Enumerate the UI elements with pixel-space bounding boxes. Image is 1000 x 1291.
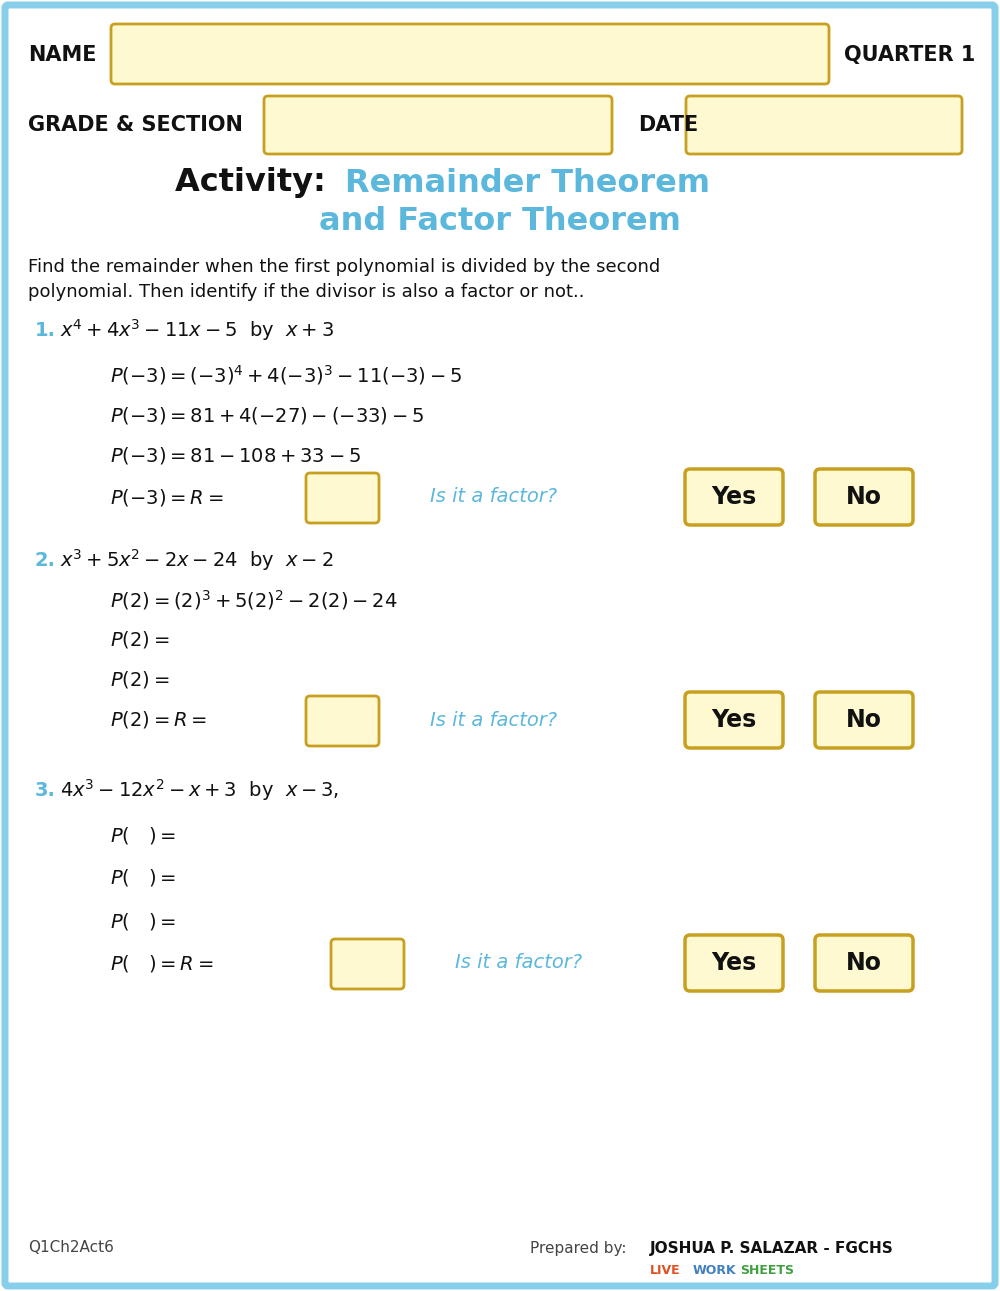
Text: No: No <box>846 951 882 975</box>
Text: Is it a factor?: Is it a factor? <box>455 954 582 972</box>
FancyBboxPatch shape <box>111 25 829 84</box>
Text: $4x^3 - 12x^2 - x + 3$  by  $x - 3,$: $4x^3 - 12x^2 - x + 3$ by $x - 3,$ <box>60 777 339 803</box>
Text: Is it a factor?: Is it a factor? <box>430 488 557 506</box>
FancyBboxPatch shape <box>306 473 379 523</box>
FancyBboxPatch shape <box>686 96 962 154</box>
Text: Activity:: Activity: <box>175 168 337 199</box>
FancyBboxPatch shape <box>5 5 995 1286</box>
Text: $P(2) = R =$: $P(2) = R =$ <box>110 710 207 731</box>
Text: 2.: 2. <box>35 550 56 569</box>
Text: $P(\quad) =$: $P(\quad) =$ <box>110 868 176 888</box>
Text: QUARTER 1: QUARTER 1 <box>844 45 975 65</box>
Text: and Factor Theorem: and Factor Theorem <box>319 207 681 238</box>
Text: $P(2) =$: $P(2) =$ <box>110 670 170 691</box>
FancyBboxPatch shape <box>815 469 913 525</box>
Text: Find the remainder when the first polynomial is divided by the second: Find the remainder when the first polyno… <box>28 258 660 276</box>
Text: WORK: WORK <box>693 1264 737 1277</box>
Text: $P(-3) = R =$: $P(-3) = R =$ <box>110 487 223 507</box>
Text: SHEETS: SHEETS <box>740 1264 794 1277</box>
FancyBboxPatch shape <box>815 692 913 747</box>
Text: Yes: Yes <box>711 485 757 509</box>
Text: $x^3 + 5x^2 - 2x - 24$  by  $x - 2$: $x^3 + 5x^2 - 2x - 24$ by $x - 2$ <box>60 547 333 573</box>
FancyBboxPatch shape <box>331 939 404 989</box>
FancyBboxPatch shape <box>815 935 913 991</box>
Text: DATE: DATE <box>638 115 698 136</box>
Text: Prepared by:: Prepared by: <box>530 1241 631 1256</box>
FancyBboxPatch shape <box>685 935 783 991</box>
FancyBboxPatch shape <box>306 696 379 746</box>
Text: No: No <box>846 485 882 509</box>
Text: $P(\quad) =$: $P(\quad) =$ <box>110 910 176 932</box>
Text: $P(\quad) = R =$: $P(\quad) = R =$ <box>110 953 214 973</box>
Text: polynomial. Then identify if the divisor is also a factor or not..: polynomial. Then identify if the divisor… <box>28 283 584 301</box>
Text: Remainder Theorem: Remainder Theorem <box>345 168 710 199</box>
Text: GRADE & SECTION: GRADE & SECTION <box>28 115 243 136</box>
FancyBboxPatch shape <box>685 469 783 525</box>
Text: $x^4 + 4x^3 - 11x - 5$  by  $x + 3$: $x^4 + 4x^3 - 11x - 5$ by $x + 3$ <box>60 318 334 343</box>
Text: $P(2) =$: $P(2) =$ <box>110 630 170 651</box>
Text: Is it a factor?: Is it a factor? <box>430 710 557 729</box>
Text: $P(-3) = 81 + 4(-27) - (-33) - 5$: $P(-3) = 81 + 4(-27) - (-33) - 5$ <box>110 404 424 426</box>
FancyBboxPatch shape <box>685 692 783 747</box>
Text: $P(-3) = 81 - 108 + 33 - 5$: $P(-3) = 81 - 108 + 33 - 5$ <box>110 444 361 466</box>
Text: $P(-3) = (-3)^4 + 4(-3)^3 - 11(-3) - 5$: $P(-3) = (-3)^4 + 4(-3)^3 - 11(-3) - 5$ <box>110 363 462 387</box>
Text: JOSHUA P. SALAZAR - FGCHS: JOSHUA P. SALAZAR - FGCHS <box>650 1241 894 1256</box>
FancyBboxPatch shape <box>264 96 612 154</box>
Text: 1.: 1. <box>35 320 56 340</box>
Text: Yes: Yes <box>711 951 757 975</box>
Text: NAME: NAME <box>28 45 96 65</box>
Text: $P(\quad) =$: $P(\quad) =$ <box>110 825 176 846</box>
Text: 3.: 3. <box>35 781 56 799</box>
Text: Yes: Yes <box>711 707 757 732</box>
Text: Q1Ch2Act6: Q1Ch2Act6 <box>28 1241 114 1256</box>
Text: LIVE: LIVE <box>650 1264 681 1277</box>
Text: No: No <box>846 707 882 732</box>
Text: $P(2) = (2)^3 + 5(2)^2 - 2(2) - 24$: $P(2) = (2)^3 + 5(2)^2 - 2(2) - 24$ <box>110 587 397 612</box>
